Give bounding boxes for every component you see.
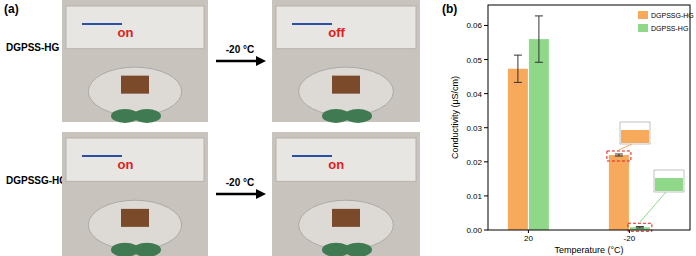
inset-pointer: [619, 144, 632, 150]
y-tick-label: 0.01: [466, 192, 482, 201]
photo-bg: [272, 0, 420, 122]
error-cap: [636, 226, 644, 227]
y-tick: [484, 127, 488, 128]
y-tick-label: 0.03: [466, 124, 482, 133]
error-cap: [514, 55, 522, 56]
zoom-frame: [607, 151, 631, 161]
bars: [508, 16, 650, 230]
plot-frame: [488, 5, 690, 230]
row-label: DGPSSG-HG: [6, 175, 67, 186]
status-text: on: [328, 157, 344, 172]
condition: -20 °C: [226, 44, 254, 55]
photo: on: [62, 0, 208, 123]
sample: [332, 76, 360, 94]
photo: off: [272, 0, 420, 123]
glove: [344, 109, 372, 123]
legend-label: DGPSS-HG: [651, 25, 688, 32]
dish: [88, 67, 181, 116]
status-text: on: [117, 157, 133, 172]
wire: [292, 155, 332, 157]
error-cap: [535, 15, 543, 16]
bar: [529, 39, 549, 230]
inset-fill: [655, 178, 683, 191]
dish: [88, 200, 181, 250]
error-cap: [636, 227, 644, 228]
photo-bg: [62, 132, 208, 256]
photo: on: [62, 132, 208, 256]
y-tick-label: 0.05: [466, 56, 482, 65]
bar: [609, 155, 629, 230]
arrow-head: [256, 56, 266, 66]
glove: [344, 243, 372, 256]
y-tick: [484, 93, 488, 94]
status-text: on: [117, 25, 133, 40]
breadboard: [276, 138, 416, 181]
figure: (a) DGPSS-HG on off -20 °C DGPSSG-HG on on -20 °…: [0, 0, 696, 256]
breadboard: [276, 6, 416, 49]
x-axis-label: Temperature (°C): [554, 245, 623, 255]
row-label: DGPSS-HG: [6, 42, 60, 53]
breadboard: [66, 6, 204, 49]
sample: [332, 209, 360, 227]
error-bar: [615, 154, 623, 156]
arrow-head: [256, 189, 266, 199]
y-tick-label: 0.04: [466, 90, 482, 99]
y-tick: [484, 161, 488, 162]
inset-fill: [621, 130, 649, 143]
y-tick: [484, 195, 488, 196]
legend-label: DGPSSG-HG: [651, 12, 694, 19]
legend-swatch: [638, 24, 648, 32]
wire: [292, 23, 332, 25]
error-cap: [615, 156, 623, 157]
y-tick-label: 0.06: [466, 21, 482, 30]
y-axis-label: Conductivity (μS/cm): [450, 76, 460, 159]
y-tick: [484, 25, 488, 26]
panel-label: (b): [442, 2, 457, 16]
y-tick-label: 0.00: [466, 226, 482, 235]
dish: [299, 200, 394, 250]
panel-label: (a): [4, 2, 19, 16]
y-tick-label: 0.02: [466, 158, 482, 167]
inset-frame: [620, 122, 650, 144]
y-tick: [484, 59, 488, 60]
error-bar: [636, 227, 644, 228]
condition: -20 °C: [226, 177, 254, 188]
bar: [508, 69, 528, 230]
legend: DGPSSG-HG DGPSS-HG: [638, 11, 694, 32]
error-bar: [514, 55, 522, 82]
x-tick-label: 20: [524, 234, 533, 243]
inset-pointer: [640, 192, 666, 222]
error-line: [517, 55, 518, 82]
dish: [299, 67, 394, 116]
error-cap: [514, 82, 522, 83]
sample: [121, 76, 149, 94]
inset-frame: [654, 170, 684, 192]
status-text: off: [328, 25, 345, 40]
legend-swatch: [638, 11, 648, 19]
x-tick: [629, 230, 630, 233]
arrow-shaft: [216, 193, 258, 196]
error-bar: [535, 16, 543, 62]
photo-bg: [272, 132, 420, 256]
sample: [121, 209, 149, 227]
wire: [82, 23, 122, 25]
x-tick: [528, 230, 529, 233]
glove: [133, 243, 161, 256]
x-tick-label: -20: [624, 234, 636, 243]
photo: on: [272, 132, 420, 256]
error-cap: [615, 153, 623, 154]
breadboard: [66, 138, 204, 181]
y-tick: [484, 230, 488, 231]
error-cap: [535, 62, 543, 63]
arrow-shaft: [216, 60, 258, 63]
error-line: [538, 16, 539, 62]
photo-bg: [62, 0, 208, 122]
wire: [82, 155, 122, 157]
glove: [133, 109, 161, 123]
